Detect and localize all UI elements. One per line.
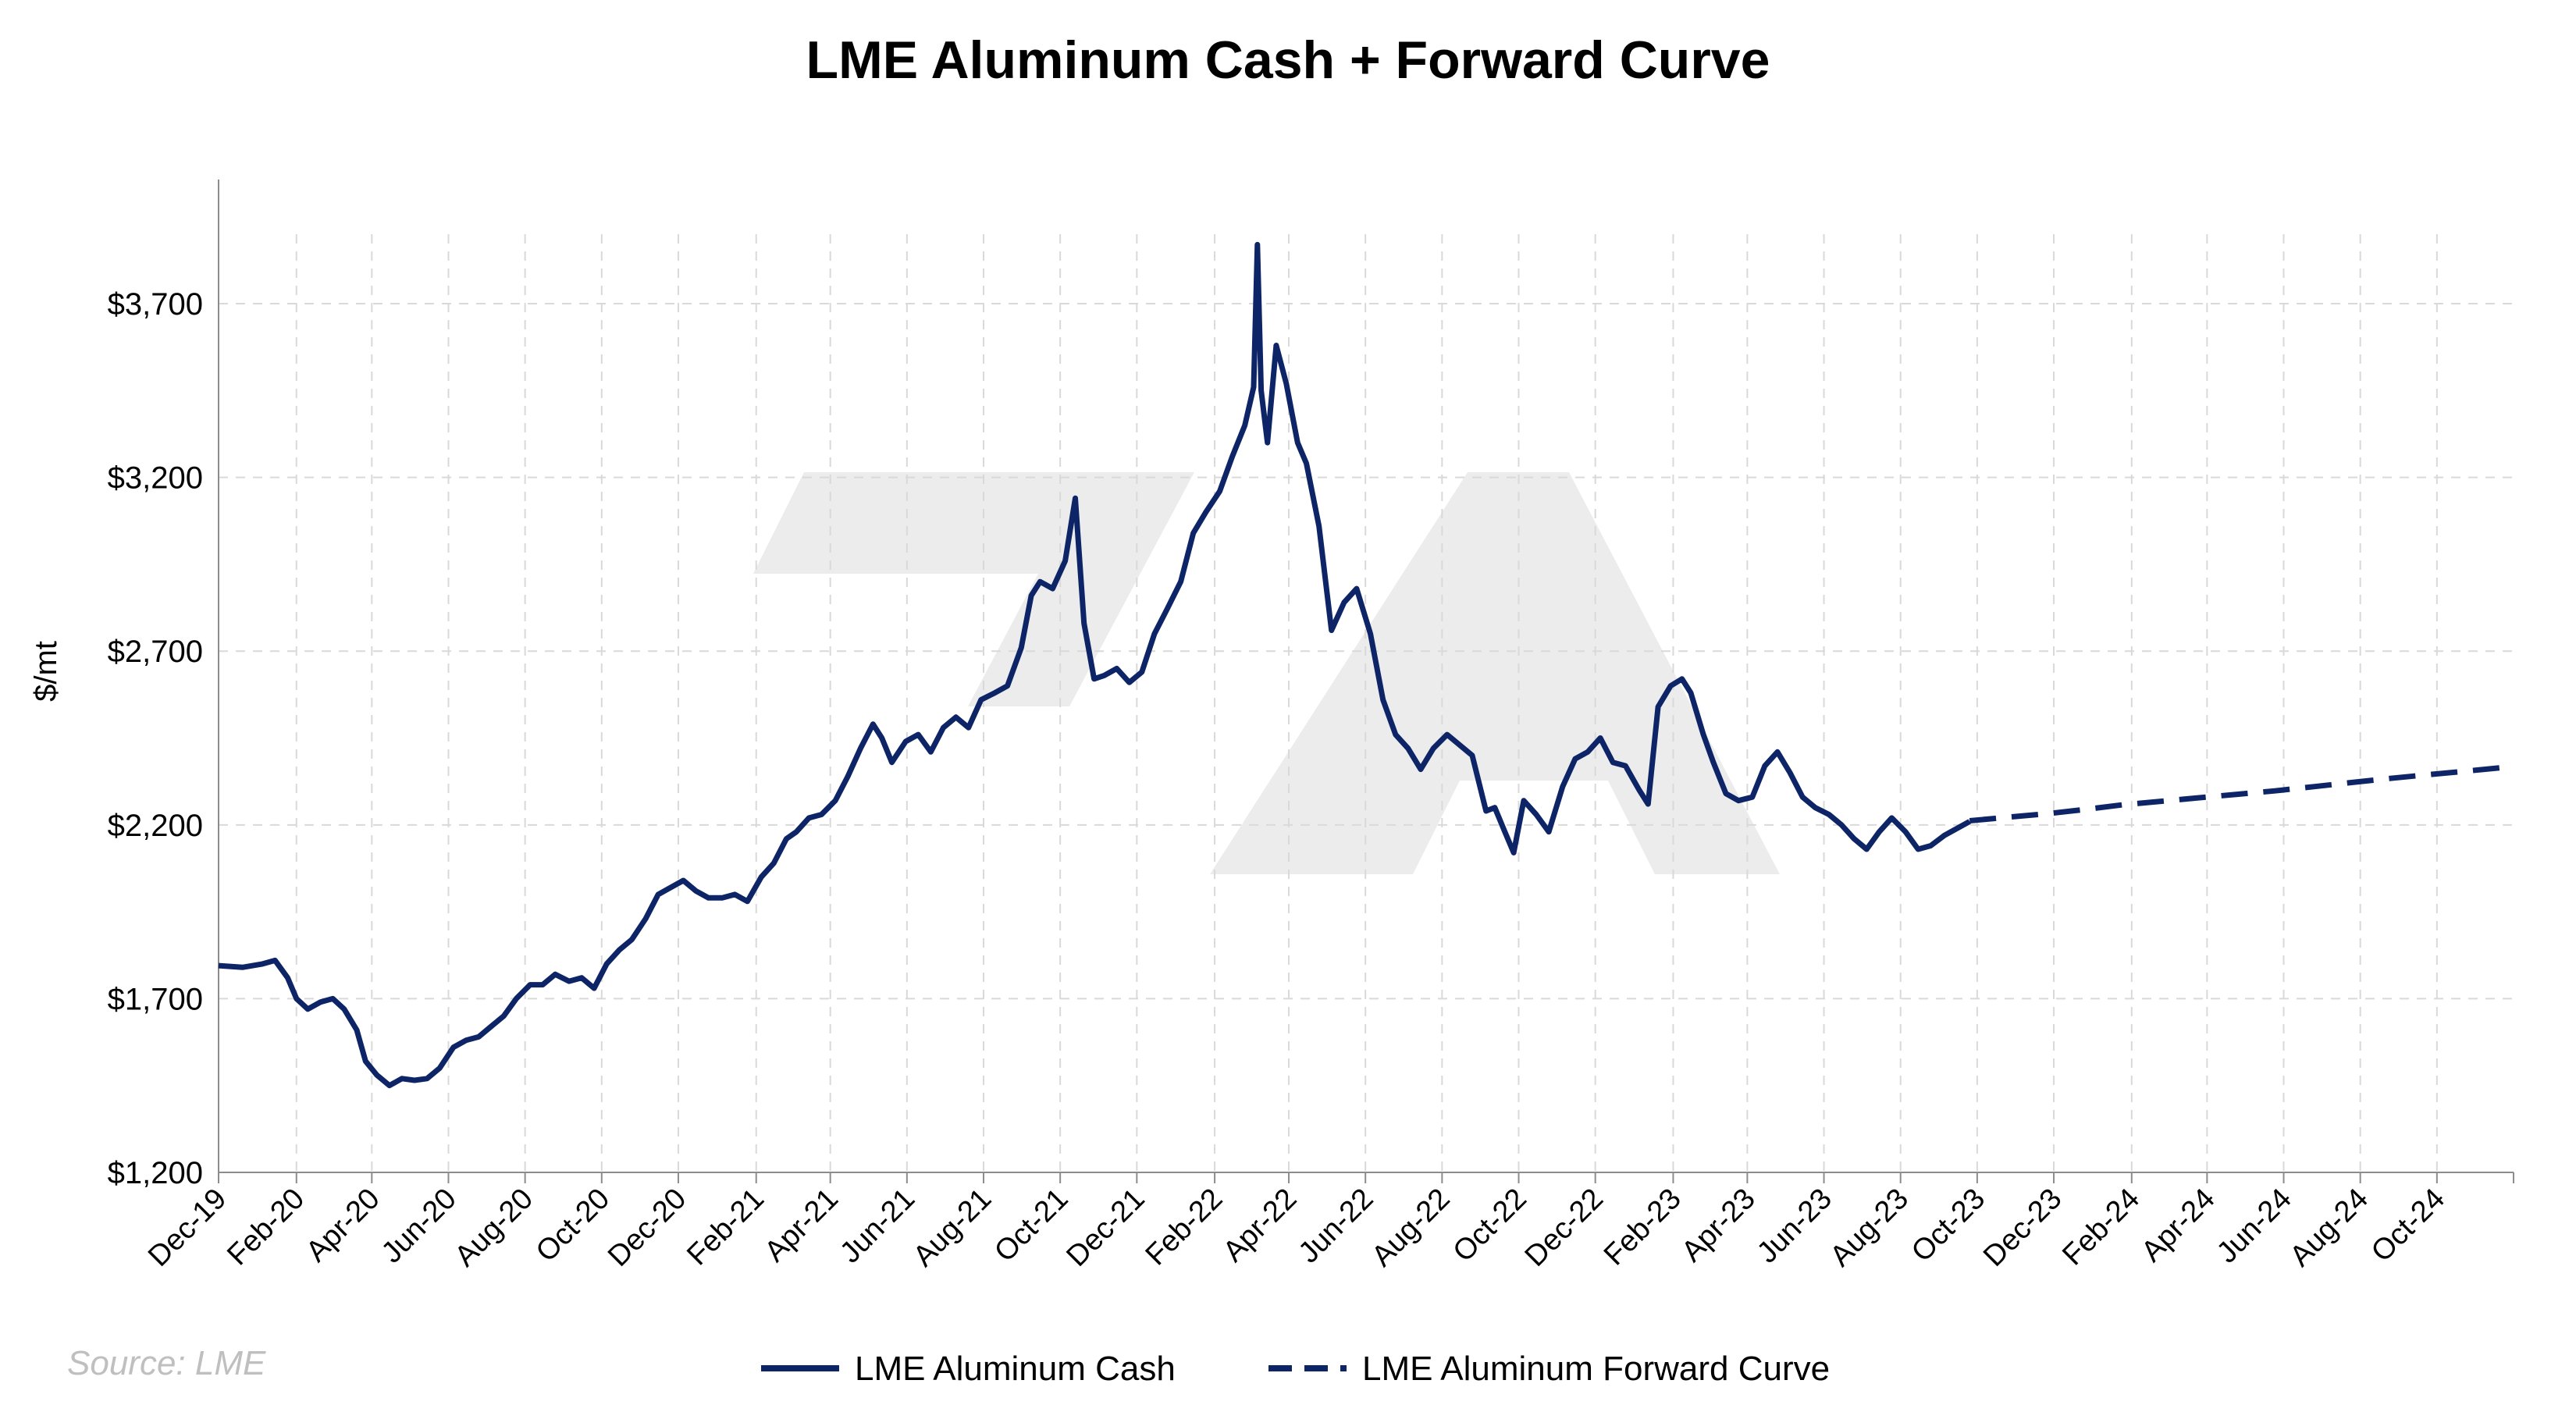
y-tick-label: $2,700 xyxy=(108,635,203,669)
x-tick-label: Oct-21 xyxy=(988,1183,1074,1268)
x-tick-label: Jun-20 xyxy=(375,1183,463,1270)
x-tick-label: Feb-21 xyxy=(681,1183,770,1272)
axes xyxy=(218,180,2514,1183)
x-tick-label: Aug-23 xyxy=(1824,1183,1915,1273)
x-tick-label: Feb-22 xyxy=(1140,1183,1229,1272)
series-lines xyxy=(218,241,2514,1089)
x-tick-label: Aug-20 xyxy=(449,1183,539,1273)
x-tick-label: Dec-19 xyxy=(142,1183,233,1273)
forward-curve-line xyxy=(1969,763,2514,823)
x-tick-label: Dec-20 xyxy=(602,1183,692,1273)
source-note: Source: LME xyxy=(67,1344,266,1382)
x-tick-label: Apr-23 xyxy=(1675,1183,1761,1268)
x-tick-label: Aug-21 xyxy=(907,1183,998,1273)
x-tick-label: Aug-24 xyxy=(2284,1183,2375,1273)
x-tick-label: Oct-24 xyxy=(2365,1183,2451,1268)
x-tick-label: Jun-24 xyxy=(2211,1183,2298,1270)
x-tick-label: Dec-23 xyxy=(1977,1183,2068,1273)
watermark-logo xyxy=(753,472,1780,874)
x-tick-label: Apr-22 xyxy=(1217,1183,1303,1268)
cash-series-line xyxy=(218,241,1971,1089)
y-tick-label: $1,700 xyxy=(108,982,203,1016)
x-tick-label: Feb-23 xyxy=(1598,1183,1688,1272)
x-tick-label: Dec-22 xyxy=(1519,1183,1610,1273)
x-tick-label: Jun-21 xyxy=(834,1183,921,1270)
x-tick-label: Jun-22 xyxy=(1293,1183,1380,1270)
legend: LME Aluminum Cash LME Aluminum Forward C… xyxy=(761,1350,1830,1388)
x-tick-label: Aug-22 xyxy=(1365,1183,1456,1273)
y-tick-label: $3,700 xyxy=(108,287,203,322)
y-tick-label: $3,200 xyxy=(108,461,203,496)
x-tick-label: Feb-24 xyxy=(2056,1183,2146,1272)
x-tick-label: Oct-23 xyxy=(1905,1183,1991,1268)
legend-label-forward: LME Aluminum Forward Curve xyxy=(1362,1350,1830,1388)
grid xyxy=(219,234,2514,1172)
y-axis-label: $/mt xyxy=(29,641,63,702)
x-tick-label: Oct-20 xyxy=(530,1183,616,1268)
chart-title: LME Aluminum Cash + Forward Curve xyxy=(806,30,1770,90)
y-tick-label: $2,200 xyxy=(108,809,203,843)
x-tick-label: Apr-21 xyxy=(759,1183,845,1268)
x-tick-label: Apr-20 xyxy=(300,1183,386,1268)
x-tick-label: Apr-24 xyxy=(2135,1183,2221,1268)
y-tick-label: $1,200 xyxy=(108,1156,203,1190)
x-tick-label: Jun-23 xyxy=(1751,1183,1838,1270)
legend-label-cash: LME Aluminum Cash xyxy=(855,1350,1176,1388)
x-tick-label: Feb-20 xyxy=(221,1183,311,1272)
x-tick-label: Dec-21 xyxy=(1060,1183,1151,1273)
x-tick-label: Oct-22 xyxy=(1447,1183,1533,1268)
